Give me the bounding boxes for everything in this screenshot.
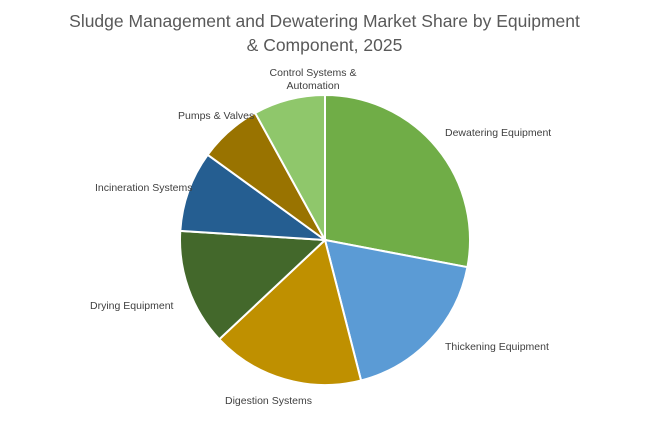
pie-slice-digestion-systems xyxy=(217,238,363,386)
label-pumps-valves: Pumps & Valves xyxy=(178,110,255,122)
chart-title: Sludge Management and Dewatering Market … xyxy=(0,9,649,57)
label-incineration-systems: Incineration Systems xyxy=(95,182,193,194)
chart-title-line1: Sludge Management and Dewatering Market … xyxy=(69,11,580,31)
pie-slice-dewatering-equipment xyxy=(324,93,471,269)
pie-slice-control-systems-automation xyxy=(253,93,326,241)
label-control-systems-automation: Control Systems & Automation xyxy=(258,67,368,93)
label-digestion-systems: Digestion Systems xyxy=(225,395,312,407)
label-control-systems-line1: Control Systems & xyxy=(269,67,357,79)
label-dewatering-equipment: Dewatering Equipment xyxy=(445,127,552,139)
chart-title-line2: & Component, 2025 xyxy=(246,35,403,55)
label-control-systems-line2: Automation xyxy=(286,80,340,92)
pie-slice-incineration-systems xyxy=(179,153,329,242)
label-thickening-equipment: Thickening Equipment xyxy=(445,341,549,353)
pie-slice-drying-equipment xyxy=(179,229,328,341)
label-drying-equipment: Drying Equipment xyxy=(90,300,174,312)
pie-slice-thickening-equipment xyxy=(323,238,469,382)
